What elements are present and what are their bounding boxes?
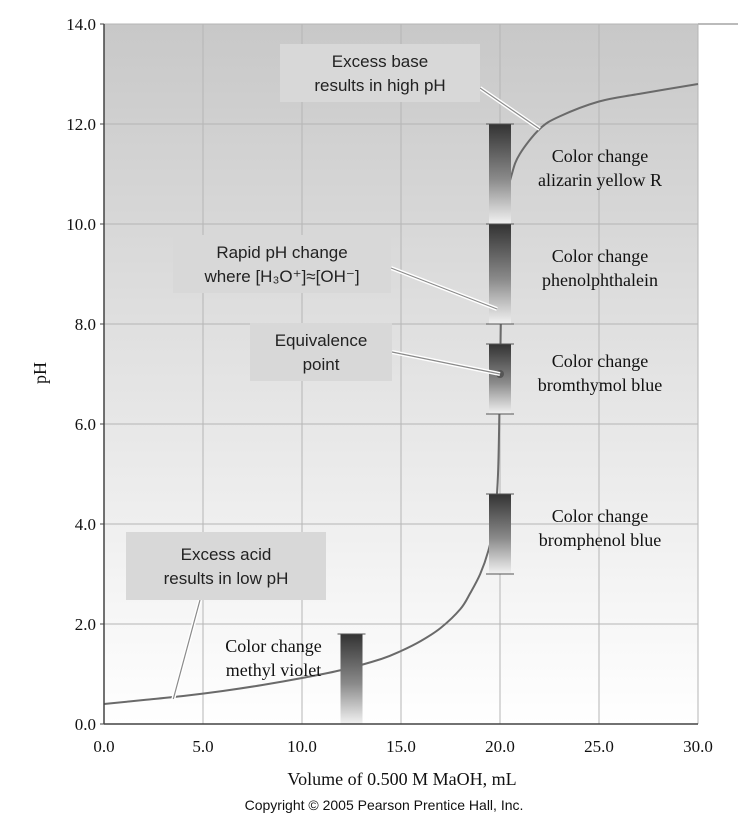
callout-box (173, 235, 391, 293)
indicator-label: Color change methyl violet (225, 636, 321, 680)
callout-box (280, 44, 480, 102)
callout-text-line: results in high pH (314, 76, 445, 95)
y-axis-title: pH (30, 362, 50, 384)
callout-text: Excess acid results in low pH (164, 545, 289, 588)
indicator-label-line: Color change (552, 146, 648, 166)
callout-text-line: Equivalence (275, 331, 368, 350)
titration-curve (103, 83, 699, 705)
x-axis-title: Volume of 0.500 M MaOH, mL (287, 769, 516, 789)
x-tick-label: 25.0 (584, 737, 614, 756)
x-tick-label: 20.0 (485, 737, 515, 756)
indicator-bar (489, 224, 511, 324)
callout-text-line: results in low pH (164, 569, 289, 588)
callout-leader-line (390, 267, 498, 310)
indicator-label-line: Color change (225, 636, 321, 656)
x-tick-label: 0.0 (93, 737, 114, 756)
indicator-label-line: Color change (552, 246, 648, 266)
callout-box (250, 323, 392, 381)
indicator-label-line: alizarin yellow R (538, 170, 662, 190)
indicator-label-line: Color change (552, 506, 648, 526)
indicator-bar (340, 634, 363, 724)
callout-text-line: Excess acid (181, 545, 272, 564)
indicator-bar (489, 124, 511, 224)
callout-box (126, 532, 326, 600)
y-tick-label: 2.0 (75, 615, 96, 634)
callout-leader-line (391, 351, 501, 375)
copyright-text: Copyright © 2005 Pearson Prentice Hall, … (245, 797, 524, 813)
callout-text-line: Rapid pH change (216, 243, 347, 262)
y-tick-label: 8.0 (75, 315, 96, 334)
indicator-label-line: bromthymol blue (538, 375, 663, 395)
indicator-label: Color change alizarin yellow R (538, 146, 662, 190)
callout-text: Excess base results in high pH (314, 52, 445, 95)
x-tick-label: 10.0 (287, 737, 317, 756)
indicator-label-line: bromphenol blue (539, 530, 661, 550)
indicator-label: Color change bromthymol blue (538, 351, 663, 395)
y-tick-label: 0.0 (75, 715, 96, 734)
callout-text: Rapid pH change where [H₃O⁺]≈[OH⁻] (203, 243, 359, 286)
indicator-label: Color change phenolphthalein (542, 246, 658, 290)
indicator-label-line: methyl violet (226, 660, 321, 680)
callout-text: Equivalence point (275, 331, 368, 374)
indicator-bar (489, 494, 511, 574)
y-tick-label: 10.0 (66, 215, 96, 234)
callout-leader-line (479, 87, 540, 130)
indicator-label-line: Color change (552, 351, 648, 371)
callout-text-line: Excess base (332, 52, 428, 71)
y-tick-label: 6.0 (75, 415, 96, 434)
y-tick-label: 4.0 (75, 515, 96, 534)
indicator-label: Color change bromphenol blue (539, 506, 661, 550)
y-tick-label: 14.0 (66, 15, 96, 34)
x-tick-label: 30.0 (683, 737, 713, 756)
callout-text-line: point (303, 355, 340, 374)
indicator-label-line: phenolphthalein (542, 270, 658, 290)
y-tick-label: 12.0 (66, 115, 96, 134)
callout-text-line: where [H₃O⁺]≈[OH⁻] (203, 267, 359, 286)
callout-leader-line (172, 599, 201, 700)
x-tick-label: 5.0 (192, 737, 213, 756)
indicator-bar (489, 344, 511, 414)
x-tick-label: 15.0 (386, 737, 416, 756)
